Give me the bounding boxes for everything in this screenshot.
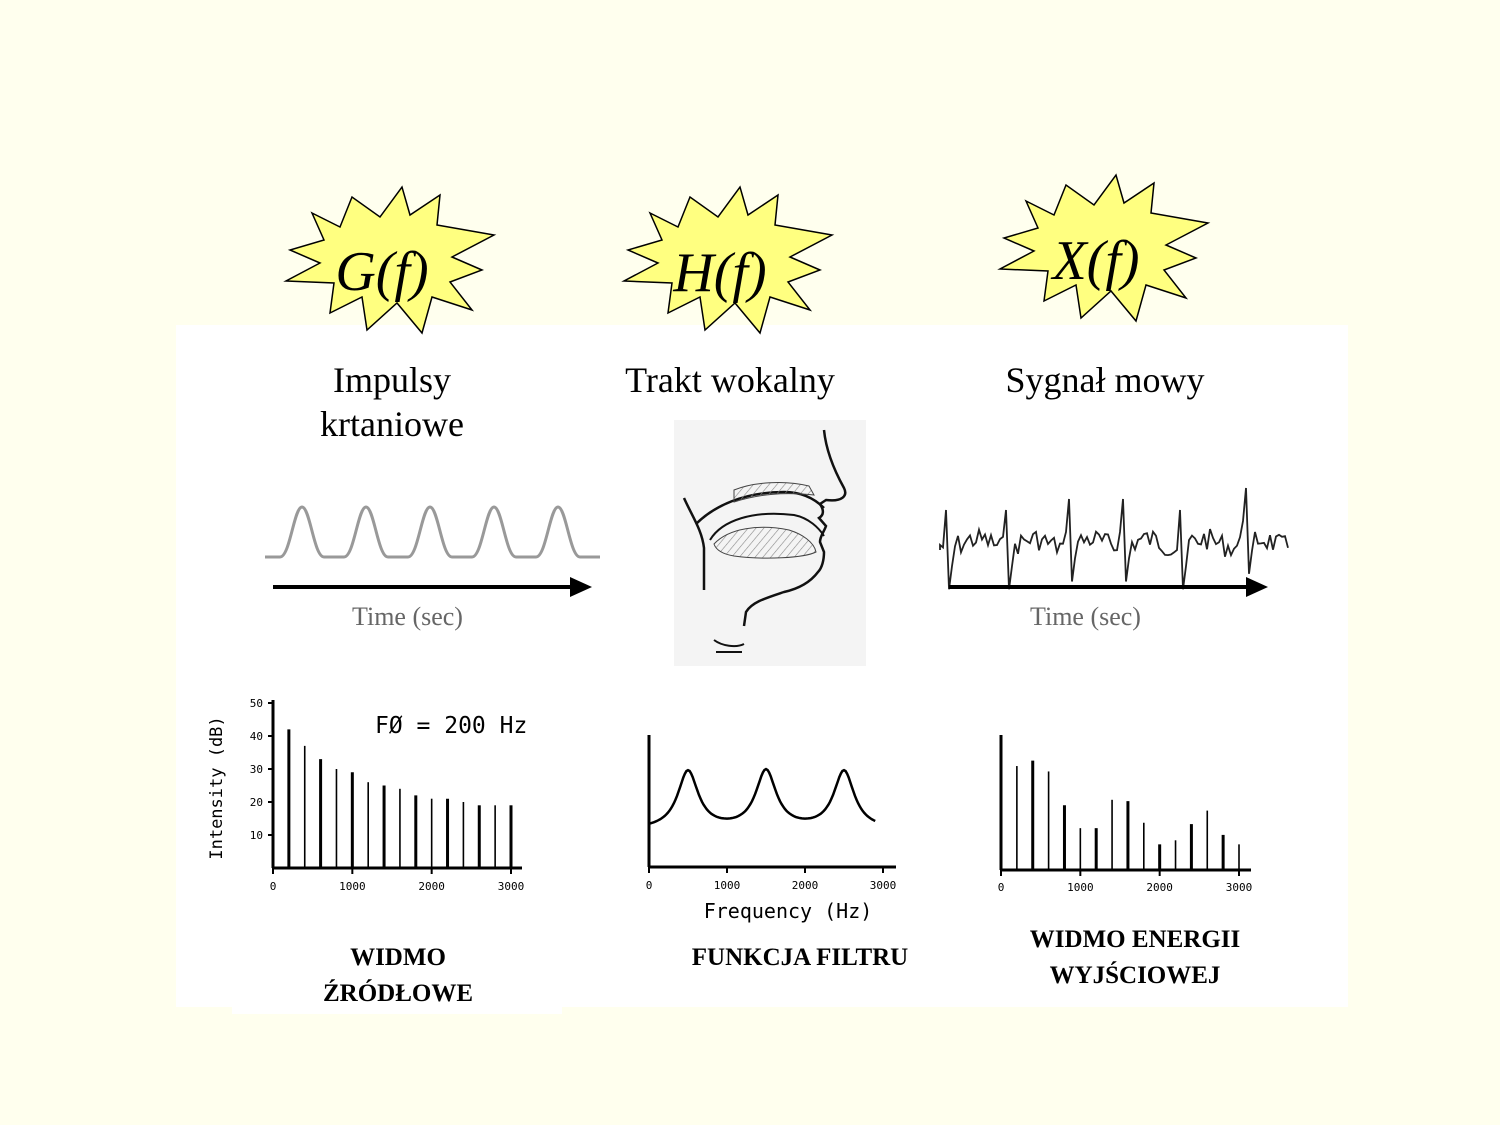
title-output-line1: Sygnał mowy — [1005, 360, 1205, 400]
x-tick-label: 0 — [646, 879, 653, 892]
speech-signal — [939, 487, 1289, 590]
title-output: Sygnał mowy — [985, 358, 1225, 402]
x-tick-label: 2000 — [792, 879, 819, 892]
f0-annotation: FØ = 200 Hz — [375, 713, 527, 739]
caption-filter-line1: FUNKCJA FILTRU — [691, 944, 909, 971]
time-axis-arrowhead — [1246, 577, 1268, 597]
x-tick-label: 3000 — [1226, 881, 1253, 894]
y-tick-label: 20 — [250, 796, 263, 809]
starburst-h — [621, 185, 835, 335]
y-tick-label: 30 — [250, 763, 263, 776]
caption-output: WIDMO ENERGII WYJŚCIOWEJ — [1000, 922, 1270, 994]
caption-source: WIDMO ŹRÓDŁOWE — [298, 940, 498, 1012]
title-source-line1: Impulsy — [332, 360, 451, 400]
starburst-g — [283, 185, 497, 335]
glottal-pulses-waveform — [265, 505, 600, 597]
x-ticks: 0 1000 2000 3000 — [998, 870, 1253, 894]
pulse-train — [265, 505, 600, 559]
caption-filter: FUNKCJA FILTRU — [660, 940, 940, 976]
x-tick-label: 1000 — [714, 879, 741, 892]
caption-source-line2: ŹRÓDŁOWE — [322, 980, 474, 1007]
time-axis-arrowhead — [570, 577, 592, 597]
title-source-line2: krtaniowe — [320, 404, 464, 444]
starburst-x — [997, 173, 1211, 323]
x-ticks: 0 1000 2000 3000 — [270, 868, 525, 893]
caption-output-line2: WYJŚCIOWEJ — [1049, 962, 1221, 989]
y-tick-label: 10 — [250, 829, 263, 842]
speech-waveform — [939, 487, 1289, 597]
y-tick-label: 40 — [250, 730, 263, 743]
x-tick-label: 2000 — [1146, 881, 1173, 894]
symbol-g: G(f) — [335, 241, 429, 303]
title-source: Impulsy krtaniowe — [292, 358, 492, 446]
y-axis-label: Intensity (dB) — [207, 716, 227, 859]
vocal-tract-sketch — [682, 429, 847, 653]
caption-source-line1: WIDMO — [350, 944, 446, 971]
x-tick-label: 0 — [270, 880, 277, 893]
vocal-tract-illustration — [674, 420, 866, 666]
source-spectrum-bars — [287, 729, 513, 868]
panel-extension — [232, 1000, 562, 1014]
x-tick-label: 0 — [998, 881, 1005, 894]
title-filter-line1: Trakt wokalny — [625, 360, 835, 400]
output-spectrum-chart: 0 1000 2000 3000 — [998, 735, 1253, 894]
filter-curve — [648, 767, 876, 825]
time-label-output: Time (sec) — [1030, 602, 1141, 631]
output-spectrum-bars — [999, 735, 1240, 870]
caption-output-line1: WIDMO ENERGII — [1029, 926, 1241, 953]
x-tick-label: 1000 — [1067, 881, 1094, 894]
x-ticks: 0 1000 2000 3000 — [646, 867, 897, 892]
symbol-h: H(f) — [673, 242, 767, 304]
x-tick-label: 2000 — [418, 880, 445, 893]
time-label-source: Time (sec) — [352, 602, 463, 631]
title-filter: Trakt wokalny — [600, 358, 860, 402]
y-tick-label: 50 — [250, 697, 263, 710]
x-axis-label: Frequency (Hz) — [704, 899, 873, 923]
symbol-x: X(f) — [1052, 230, 1140, 292]
y-ticks: 50 40 30 20 10 — [250, 697, 273, 842]
x-tick-label: 3000 — [870, 879, 897, 892]
filter-function-chart: 0 1000 2000 3000 Frequency (Hz) — [646, 735, 897, 923]
x-tick-label: 1000 — [339, 880, 366, 893]
x-tick-label: 3000 — [498, 880, 525, 893]
